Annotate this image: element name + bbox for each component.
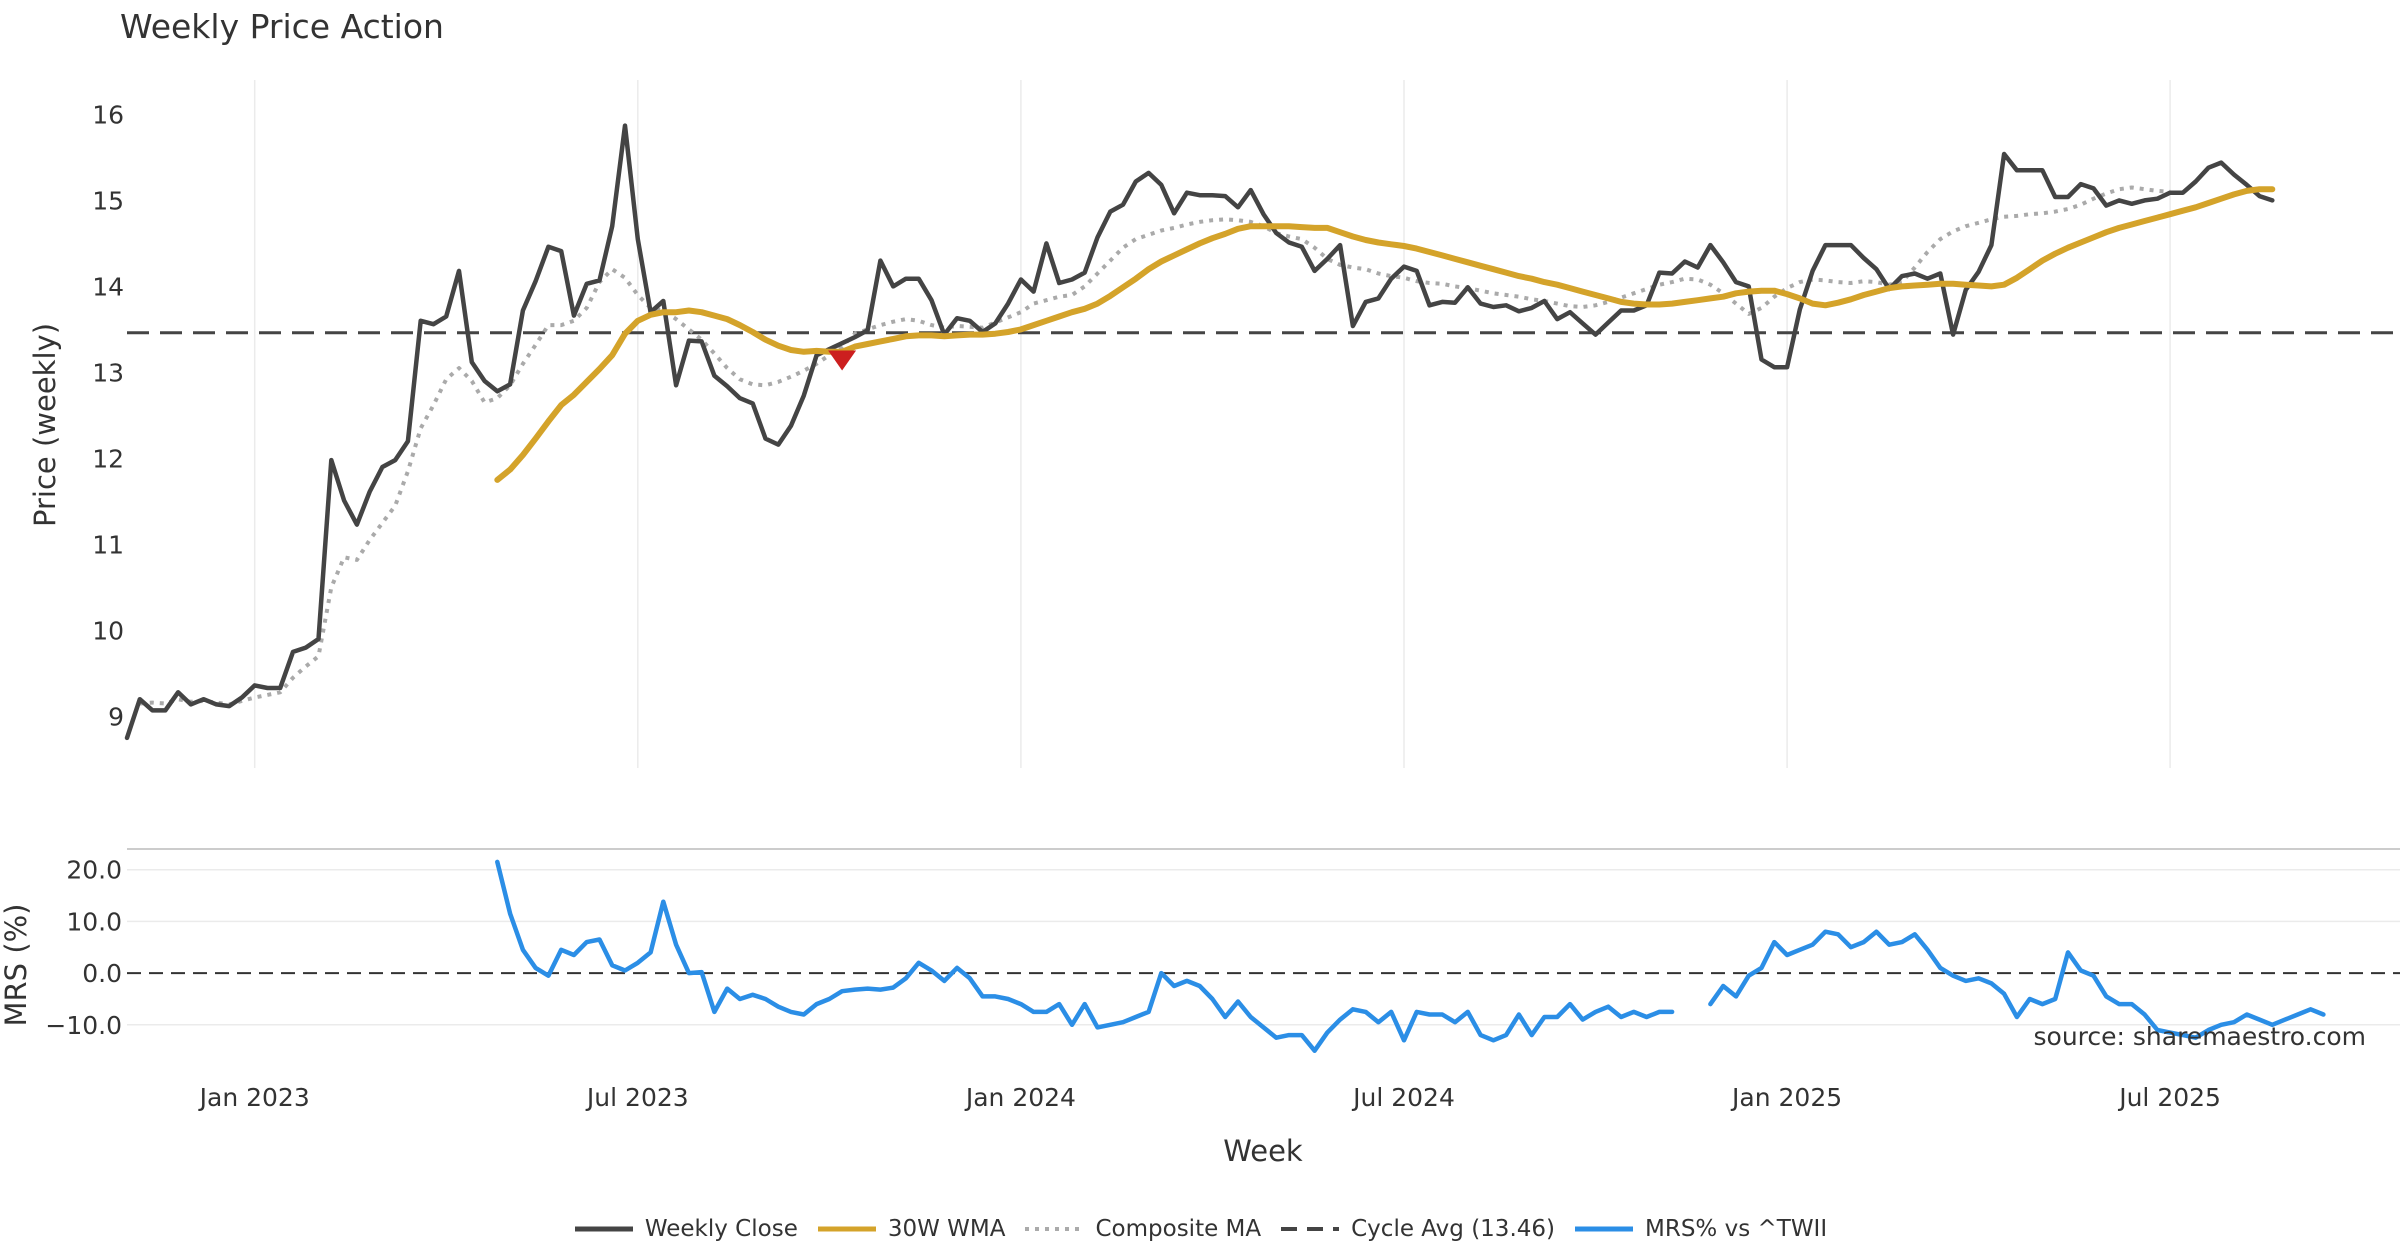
price-y-tick-9: 9 — [108, 702, 124, 731]
price-y-axis-label: Price (weekly) — [28, 323, 62, 527]
legend-label-weekly-close: Weekly Close — [644, 1216, 798, 1242]
mrs-y-tick-10-0: −10.0 — [45, 1011, 122, 1040]
series-weekly-close-line — [124, 123, 2275, 741]
chart-title: Weekly Price Action — [120, 7, 444, 46]
mrs-y-tick-0-0: 0.0 — [82, 959, 122, 988]
sell-signal-marker — [828, 350, 857, 371]
x-tick-jul-2025: Jul 2025 — [2117, 1083, 2221, 1112]
legend-item-mrs-vs-twii: MRS% vs ^TWII — [1573, 1216, 1827, 1242]
mrs-y-tick-20-0: 20.0 — [66, 856, 122, 885]
series-composite-ma-line — [139, 185, 2171, 707]
legend-swatch-cycle-avg-13-46 — [1281, 1227, 1340, 1231]
x-tick-jul-2024: Jul 2024 — [1351, 1083, 1455, 1112]
legend-label-composite-ma: Composite MA — [1095, 1216, 1262, 1242]
price-y-tick-14: 14 — [92, 272, 124, 301]
legend-item-weekly-close: Weekly Close — [573, 1216, 798, 1242]
legend-swatch-30w-wma — [817, 1226, 876, 1232]
price-panel: 9 10 11 12 13 14 15 16 — [92, 80, 2400, 768]
source-annotation: source: sharemaestro.com — [2034, 1022, 2367, 1051]
legend-label-30w-wma: 30W WMA — [887, 1216, 1006, 1242]
mrs-panel: 20.0 10.0 0.0 −10.0 Jan 2023 Jul 2023 Jan 2024… — [45, 848, 2400, 1112]
x-axis-title: Week — [1223, 1134, 1303, 1168]
legend-label-mrs-vs-twii: MRS% vs ^TWII — [1645, 1216, 1828, 1242]
price-y-tick-15: 15 — [92, 186, 124, 215]
x-tick-jan-2025: Jan 2025 — [1730, 1083, 1842, 1112]
price-y-tick-11: 11 — [92, 530, 124, 559]
x-tick-jan-2023: Jan 2023 — [198, 1083, 310, 1112]
legend-swatch-composite-ma — [1025, 1227, 1084, 1231]
price-y-tick-13: 13 — [92, 358, 124, 387]
price-y-tick-12: 12 — [92, 444, 124, 473]
x-tick-jul-2023: Jul 2023 — [585, 1083, 689, 1112]
series-mrs-vs-twii-line-part-2 — [1708, 929, 2326, 1040]
legend: Weekly Close 30W WMA Composite MA Cycle Avg… — [0, 1212, 2400, 1246]
legend-item-composite-ma: Composite MA — [1023, 1216, 1261, 1242]
x-tick-jan-2024: Jan 2024 — [964, 1083, 1076, 1112]
mrs-y-axis-label: MRS (%) — [0, 904, 33, 1027]
price-y-tick-10: 10 — [92, 616, 124, 645]
legend-swatch-weekly-close — [574, 1226, 633, 1232]
legend-item-30w-wma: 30W WMA — [816, 1216, 1006, 1242]
legend-label-cycle-avg-13-46: Cycle Avg (13.46) — [1351, 1216, 1555, 1242]
series-mrs-vs-twii-line — [495, 859, 1675, 1053]
mrs-y-tick-10-0: 10.0 — [66, 907, 122, 936]
legend-swatch-mrs-vs-twii — [1575, 1226, 1633, 1232]
legend-item-cycle-avg-13-46: Cycle Avg (13.46) — [1279, 1216, 1555, 1242]
series-30w-wma-line — [494, 186, 2276, 483]
price-y-tick-16: 16 — [92, 100, 124, 129]
